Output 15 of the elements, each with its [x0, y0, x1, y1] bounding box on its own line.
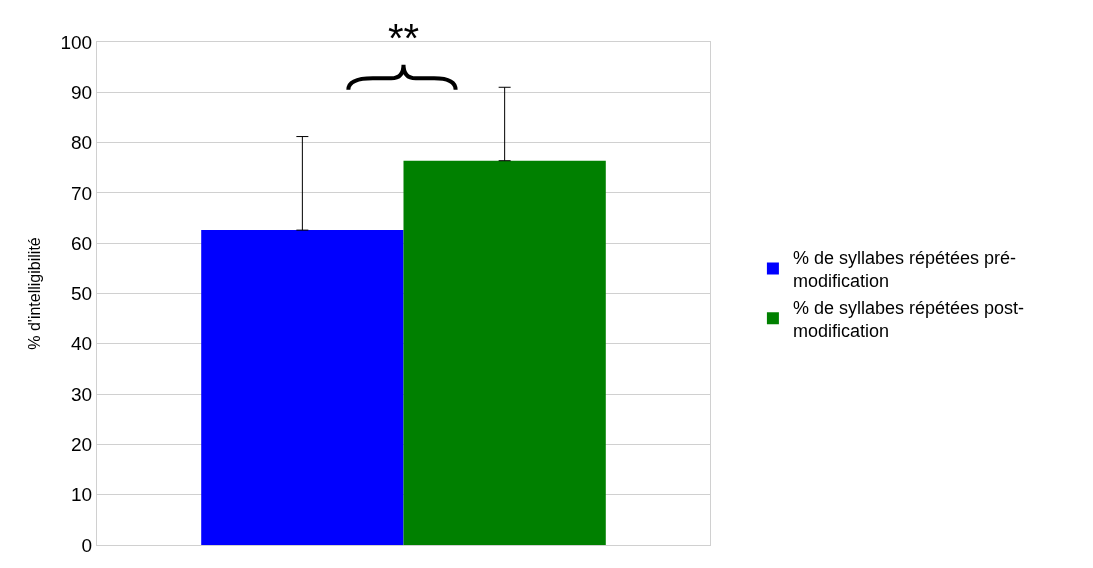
y-tick-label: 40	[71, 333, 93, 355]
y-tick-label: 100	[60, 31, 93, 53]
y-tick-label: 60	[71, 232, 93, 254]
y-tick-label: 80	[71, 132, 93, 154]
y-tick-label: 30	[71, 383, 93, 405]
legend-label: % de syllabes répétées post-modification	[792, 297, 1025, 341]
y-tick-label: 0	[81, 534, 93, 556]
y-tick-label: 10	[71, 484, 93, 506]
annotation: **	[388, 16, 420, 60]
legend-label: % de syllabes répétées pré-modification	[792, 247, 1017, 292]
y-axis-title: % d'intelligibilité	[26, 237, 44, 350]
y-tick-label: 20	[71, 434, 93, 456]
y-tick-label: 90	[71, 81, 93, 103]
y-tick-label: 70	[71, 182, 93, 204]
y-tick-label: 50	[71, 283, 93, 305]
